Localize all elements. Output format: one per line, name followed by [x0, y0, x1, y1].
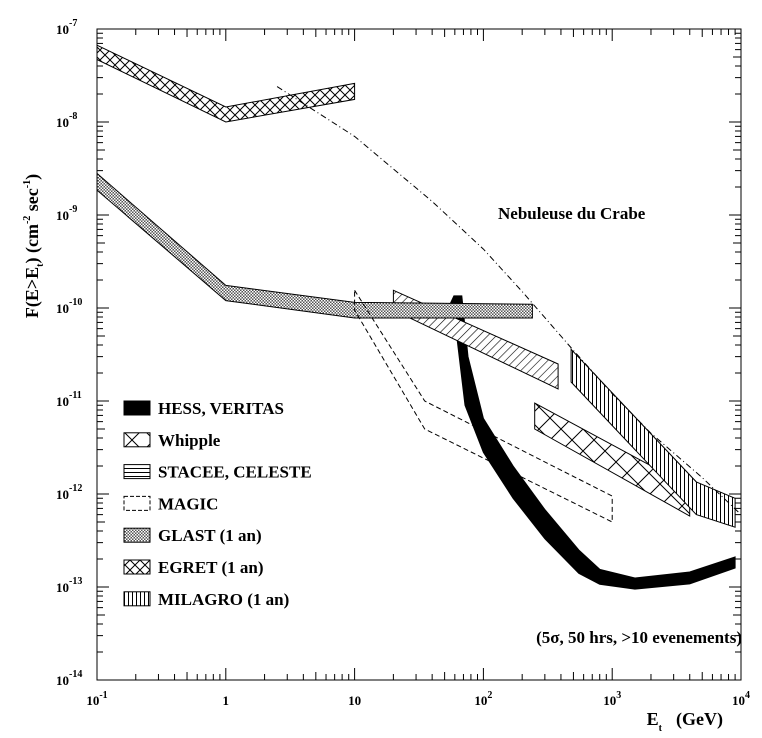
- legend-label-1: Whipple: [158, 431, 221, 450]
- y-tick-label: 10-12: [56, 483, 82, 502]
- legend-label-4: GLAST (1 an): [158, 526, 262, 545]
- legend-label-6: MILAGRO (1 an): [158, 590, 289, 609]
- crab-label: Nebuleuse du Crabe: [498, 204, 646, 223]
- band-hess: [449, 295, 736, 590]
- legend-label-0: HESS, VERITAS: [158, 399, 284, 418]
- legend-label-5: EGRET (1 an): [158, 558, 264, 577]
- x-tick-label: 104: [732, 690, 750, 708]
- x-axis-title: Et (GeV): [647, 709, 723, 734]
- curve-crab: [276, 86, 742, 515]
- y-tick-label: 10-8: [56, 111, 77, 130]
- legend-swatch-6: [123, 591, 151, 607]
- y-tick-label: 10-14: [56, 669, 82, 688]
- x-tick-label: 10-1: [86, 690, 107, 708]
- legend-swatch-4: [123, 527, 151, 543]
- x-tick-label: 102: [474, 690, 492, 708]
- y-tick-label: 10-9: [56, 204, 77, 223]
- legend-swatch-0: [123, 400, 151, 416]
- band-whipple: [534, 402, 691, 517]
- y-tick-label: 10-10: [56, 297, 82, 316]
- legend-label-3: MAGIC: [158, 494, 218, 513]
- x-tick-label: 1: [223, 693, 230, 708]
- legend-swatch-3: [123, 495, 151, 511]
- y-tick-label: 10-7: [56, 18, 77, 37]
- y-tick-label: 10-11: [56, 390, 82, 409]
- legend-swatch-1: [123, 432, 151, 448]
- data-bands: [96, 44, 736, 590]
- outline-magic: [354, 288, 613, 523]
- y-tick-label: 10-13: [56, 576, 82, 595]
- legend-swatch-2: [123, 464, 151, 480]
- conditions-note: (5σ, 50 hrs, >10 evenements): [536, 628, 742, 647]
- band-glast: [96, 172, 533, 319]
- x-tick-label: 103: [603, 690, 621, 708]
- tick-labels: 10-1 1 10 102 103 10410-710-810-910-1010-1110…: [56, 18, 750, 708]
- legend-label-2: STACEE, CELESTE: [158, 463, 312, 482]
- band-egret: [96, 44, 356, 123]
- plot-frame: [96, 28, 742, 681]
- y-axis-title: F(E>Et) (cm-2 sec-1): [22, 174, 46, 318]
- legend: HESS, VERITAS Whipple STACEE, CELESTE MAGIC…: [123, 399, 312, 609]
- data-lines: [276, 86, 742, 523]
- legend-swatch-5: [123, 559, 151, 575]
- x-tick-label: 10: [348, 693, 361, 708]
